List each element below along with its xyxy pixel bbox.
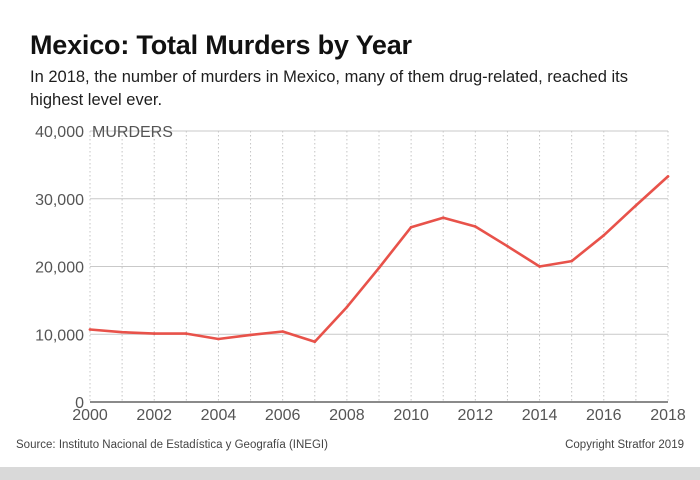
- y-tick-label: 20,000: [35, 260, 84, 277]
- x-tick-label: 2004: [201, 407, 237, 424]
- data-point: [345, 305, 349, 309]
- data-point: [249, 333, 252, 337]
- y-tick-label: 30,000: [35, 192, 84, 209]
- data-point: [441, 216, 445, 220]
- data-point: [474, 225, 477, 228]
- data-point: [506, 244, 509, 248]
- data-point: [377, 266, 381, 270]
- data-point: [538, 265, 541, 268]
- x-tick-label: 2012: [458, 407, 494, 424]
- data-point: [570, 259, 573, 263]
- y-tick-label: 10,000: [35, 327, 84, 344]
- bottom-bar: [0, 467, 700, 480]
- data-point: [409, 225, 413, 229]
- x-tick-label: 2014: [522, 407, 558, 424]
- data-point: [217, 337, 220, 341]
- chart-subtitle: In 2018, the number of murders in Mexico…: [30, 68, 628, 109]
- data-point: [313, 340, 317, 344]
- source-note: Source: Instituto Nacional de Estadístic…: [16, 439, 328, 451]
- line-chart: 0 10,000 20,000 30,000 40,000 MURDERS 2000 2002…: [35, 124, 686, 424]
- data-point: [152, 332, 156, 335]
- y-tick-label: 40,000: [35, 124, 84, 141]
- x-tick-label: 2018: [650, 407, 686, 424]
- data-point: [281, 330, 284, 333]
- data-point: [120, 330, 124, 334]
- x-tick-label: 2000: [72, 407, 108, 424]
- series-layer: [88, 175, 670, 344]
- x-tick-label: 2008: [329, 407, 365, 424]
- x-tick-label: 2006: [265, 407, 301, 424]
- data-point: [88, 328, 92, 331]
- x-tick-label: 2002: [136, 407, 172, 424]
- x-tick-label: 2010: [393, 407, 429, 424]
- chart-title: Mexico: Total Murders by Year: [30, 30, 412, 60]
- data-point: [185, 332, 188, 335]
- x-tick-label: 2016: [586, 407, 622, 424]
- y-tick-label: 0: [75, 395, 84, 412]
- y-axis-label: MURDERS: [92, 124, 173, 141]
- data-point: [666, 175, 670, 178]
- copyright-note: Copyright Stratfor 2019: [565, 439, 684, 451]
- axes: 0 10,000 20,000 30,000 40,000 MURDERS 2000 2002…: [35, 124, 686, 424]
- data-point: [634, 204, 638, 207]
- data-point: [602, 234, 606, 237]
